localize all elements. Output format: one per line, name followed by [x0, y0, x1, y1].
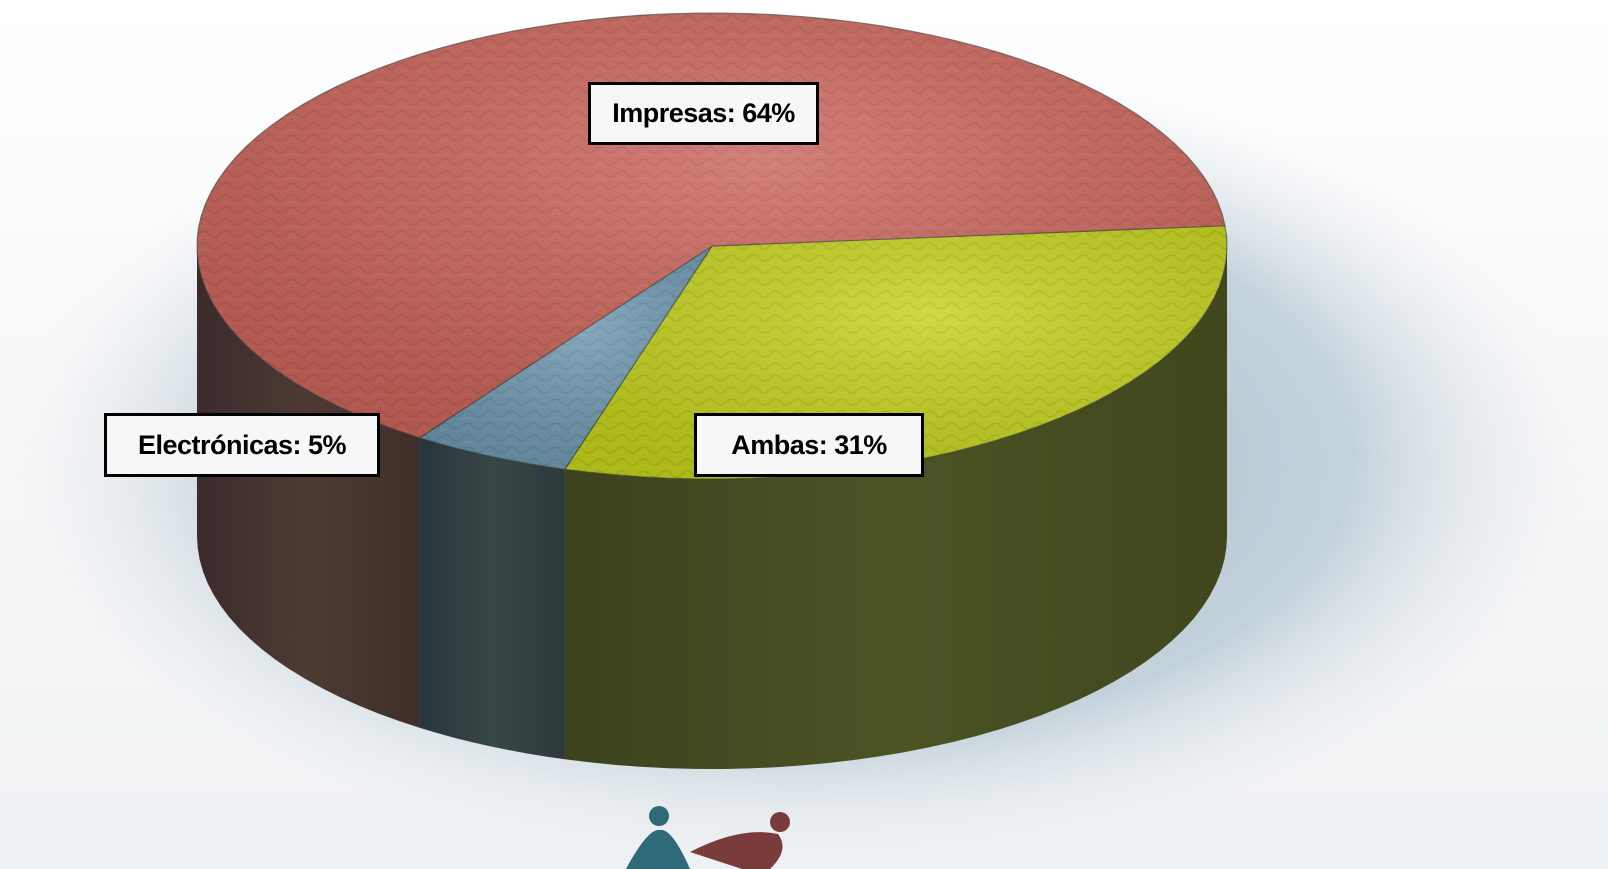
people-figures-icon [626, 806, 790, 869]
data-label-ambas: Ambas: 31% [694, 413, 924, 477]
pie-side-ambas [564, 246, 1227, 769]
data-label-impresas: Impresas: 64% [588, 82, 819, 145]
pie-slice-impresas-shading [197, 13, 1226, 438]
pie-side-impresas [197, 246, 420, 728]
pie-side-tint [419, 437, 565, 760]
pie-side-electrnicas [419, 437, 565, 760]
pie-side-tint [564, 246, 1227, 769]
pie-side-tint [197, 246, 420, 728]
pie-slice-electronicas-shading [419, 246, 712, 470]
data-label-electronicas: Electrónicas: 5% [104, 413, 380, 477]
